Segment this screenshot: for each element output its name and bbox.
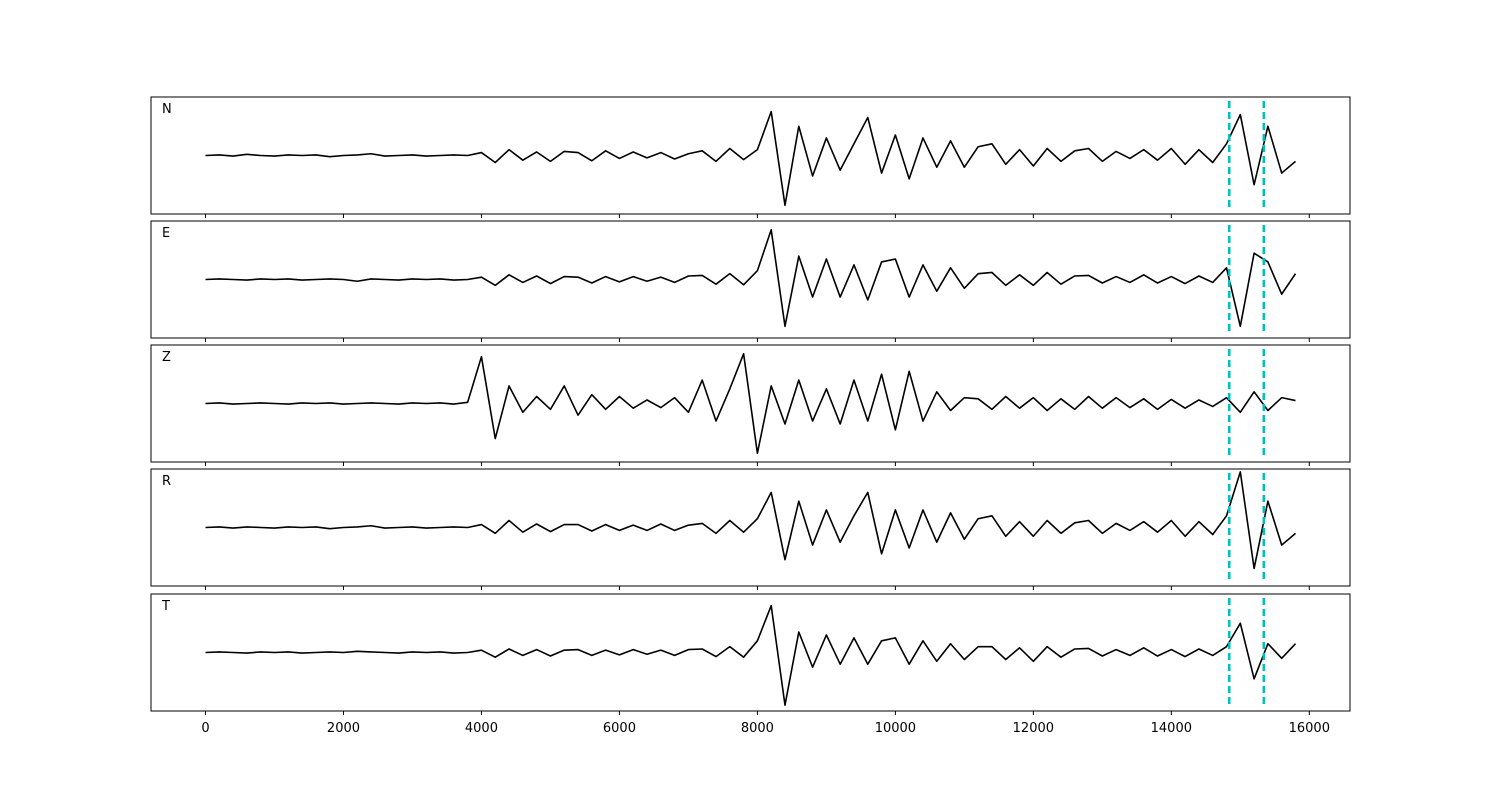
trace: [205, 110, 1297, 207]
panel-frame: [150, 220, 1351, 339]
x-tick-label: 8000: [741, 721, 774, 736]
trace: [205, 604, 1297, 706]
panel-frame: [150, 96, 1351, 215]
x-tick-label: 10000: [875, 721, 916, 736]
panel-label: R: [162, 474, 171, 489]
x-tick-label: 0: [201, 721, 209, 736]
trace: [205, 471, 1297, 570]
panel-label: Z: [162, 350, 171, 365]
trace: [205, 352, 1296, 455]
panel-label: T: [161, 599, 170, 614]
x-tick-label: 2000: [327, 721, 360, 736]
panel-frame: [150, 344, 1351, 463]
panel-frame: [150, 468, 1351, 587]
panel-label: N: [162, 102, 172, 117]
panel-frame: [150, 593, 1351, 712]
x-tick-label: 4000: [465, 721, 498, 736]
x-tick-label: 16000: [1289, 721, 1330, 736]
trace: [205, 228, 1297, 328]
panel-label: E: [162, 226, 170, 241]
x-tick-label: 6000: [603, 721, 636, 736]
x-tick-label: 12000: [1013, 721, 1054, 736]
x-tick-label: 14000: [1151, 721, 1192, 736]
